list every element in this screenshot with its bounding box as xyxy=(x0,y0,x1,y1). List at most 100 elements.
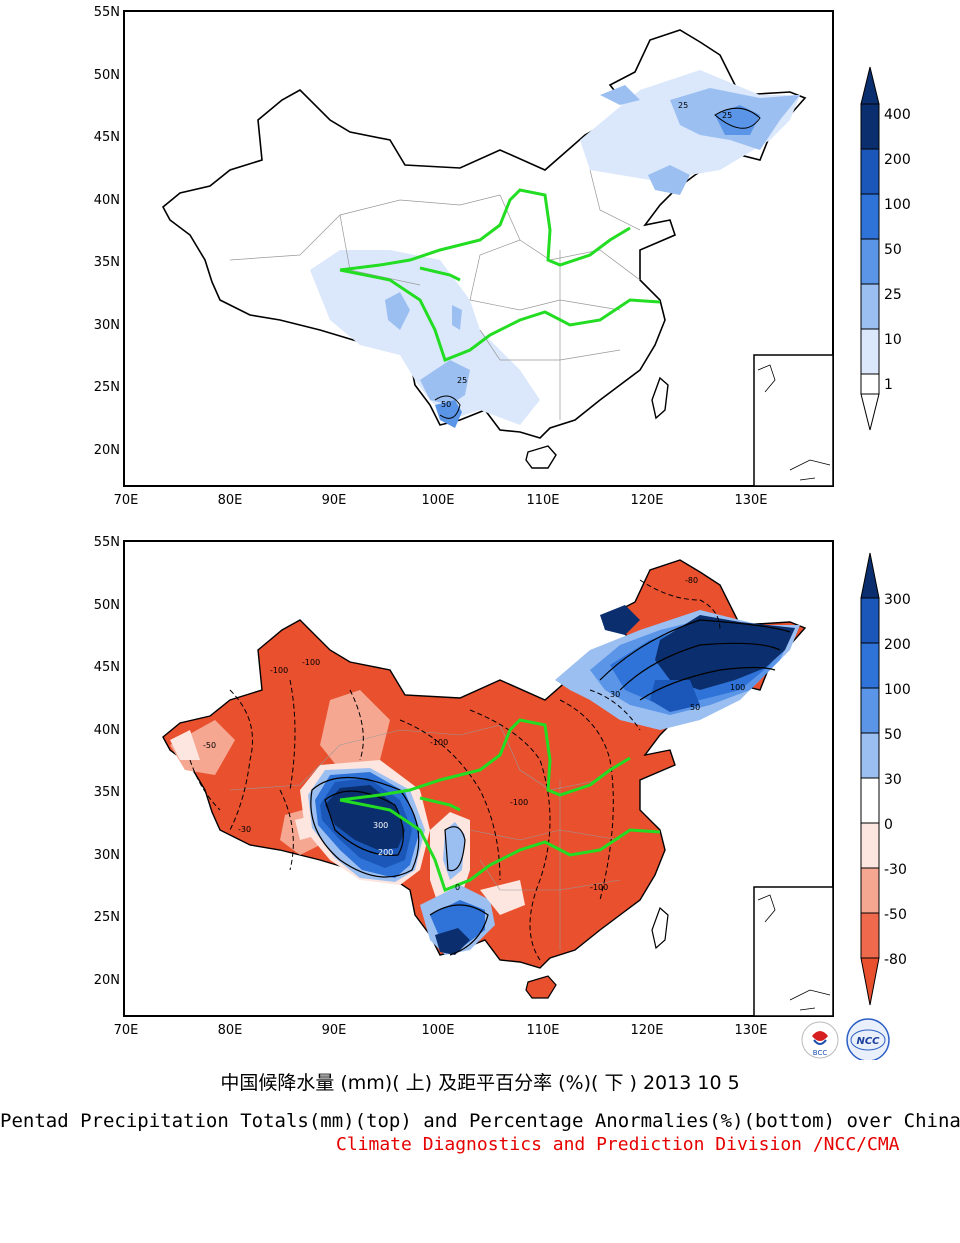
top-hainan xyxy=(525,445,557,469)
svg-text:110E: 110E xyxy=(526,1023,559,1038)
top-province-lines xyxy=(229,169,641,420)
svg-text:20N: 20N xyxy=(94,973,120,988)
svg-text:35N: 35N xyxy=(94,255,120,270)
svg-text:-80: -80 xyxy=(884,952,907,968)
svg-text:30: 30 xyxy=(610,690,620,699)
svg-text:25: 25 xyxy=(884,287,902,303)
svg-text:BCC: BCC xyxy=(813,1049,828,1057)
bottom-rivers xyxy=(339,718,661,892)
bottom-south-china-sea-inset xyxy=(753,886,833,1016)
svg-text:25N: 25N xyxy=(94,910,120,925)
svg-text:70E: 70E xyxy=(114,493,139,508)
bottom-colorbar-top-arrow xyxy=(860,552,880,599)
svg-text:-100: -100 xyxy=(510,798,528,807)
svg-text:100: 100 xyxy=(884,682,911,698)
bottom-positive-contours xyxy=(310,619,791,956)
svg-text:0: 0 xyxy=(884,817,893,833)
svg-text:45N: 45N xyxy=(94,660,120,675)
english-caption: Pentad Precipitation Totals(mm)(top) and… xyxy=(0,1110,960,1132)
top-colorbar xyxy=(860,66,880,431)
svg-text:80E: 80E xyxy=(218,1023,243,1038)
svg-text:120E: 120E xyxy=(630,1023,663,1038)
bottom-lon-labels: 70E 80E 90E 100E 110E 120E 130E xyxy=(114,1023,768,1038)
top-precipitation-map: 25 25 25 50 55N 50N 45N 40N 35N 30N 25N … xyxy=(94,5,911,508)
top-contour-label: 50 xyxy=(441,400,451,409)
bottom-lat-labels: 55N 50N 45N 40N 35N 30N 25N 20N xyxy=(94,535,120,988)
bottom-hainan xyxy=(525,975,557,999)
chinese-caption: 中国候降水量 (mm)( 上) 及距平百分率 (%)( 下 ) 2013 10 … xyxy=(220,1072,740,1094)
svg-text:0: 0 xyxy=(455,883,460,892)
svg-text:55N: 55N xyxy=(94,5,120,20)
svg-text:50: 50 xyxy=(884,242,902,258)
bottom-negative-contours xyxy=(189,579,721,961)
svg-text:50: 50 xyxy=(690,703,700,712)
bcc-logo: BCC xyxy=(801,1021,839,1059)
bottom-anomaly-map: -100 -100 -100 -100 -100 -80 -50 -30 300… xyxy=(94,535,911,1060)
top-colorbar-labels: 400 200 100 50 25 10 1 xyxy=(884,107,911,393)
svg-text:200: 200 xyxy=(378,848,393,857)
svg-text:-30: -30 xyxy=(884,862,907,878)
svg-text:1: 1 xyxy=(884,377,893,393)
svg-text:120E: 120E xyxy=(630,493,663,508)
bottom-colorbar-bottom-arrow xyxy=(860,957,880,1006)
svg-text:-30: -30 xyxy=(238,825,251,834)
top-colorbar-bottom-arrow xyxy=(860,393,880,431)
svg-text:-100: -100 xyxy=(590,883,608,892)
svg-text:50N: 50N xyxy=(94,598,120,613)
svg-text:70E: 70E xyxy=(114,1023,139,1038)
ncc-logo: NCC xyxy=(846,1018,890,1060)
svg-text:-100: -100 xyxy=(430,738,448,747)
svg-text:300: 300 xyxy=(373,821,388,830)
svg-text:55N: 55N xyxy=(94,535,120,550)
top-rivers xyxy=(339,188,661,362)
svg-text:30: 30 xyxy=(884,772,902,788)
division-caption: Climate Diagnostics and Prediction Divis… xyxy=(336,1134,900,1155)
top-lat-labels: 55N 50N 45N 40N 35N 30N 25N 20N xyxy=(94,5,120,458)
bottom-colorbar xyxy=(860,552,880,1006)
bottom-contour-labels: -100 -100 -100 -100 -100 -80 -50 -30 300… xyxy=(203,576,745,892)
svg-text:200: 200 xyxy=(884,152,911,168)
top-lon-labels: 70E 80E 90E 100E 110E 120E 130E xyxy=(114,493,768,508)
svg-text:90E: 90E xyxy=(322,493,347,508)
top-colorbar-top-arrow xyxy=(860,66,880,105)
svg-text:30N: 30N xyxy=(94,848,120,863)
svg-text:200: 200 xyxy=(884,637,911,653)
svg-text:300: 300 xyxy=(884,592,911,608)
top-south-china-sea-inset xyxy=(753,354,833,486)
top-contour-label: 25 xyxy=(457,376,467,385)
svg-text:35N: 35N xyxy=(94,785,120,800)
svg-text:90E: 90E xyxy=(322,1023,347,1038)
bottom-taiwan xyxy=(651,906,669,950)
svg-text:100E: 100E xyxy=(421,1023,454,1038)
svg-text:-80: -80 xyxy=(685,576,698,585)
svg-text:130E: 130E xyxy=(734,493,767,508)
svg-text:25N: 25N xyxy=(94,380,120,395)
svg-text:-50: -50 xyxy=(203,741,216,750)
svg-text:40N: 40N xyxy=(94,723,120,738)
svg-text:-100: -100 xyxy=(270,666,288,675)
svg-text:10: 10 xyxy=(884,332,902,348)
bottom-inset-coast xyxy=(757,894,831,1011)
svg-text:50: 50 xyxy=(884,727,902,743)
svg-text:100: 100 xyxy=(884,197,911,213)
svg-text:40N: 40N xyxy=(94,193,120,208)
svg-text:50N: 50N xyxy=(94,68,120,83)
svg-text:110E: 110E xyxy=(526,493,559,508)
svg-text:100: 100 xyxy=(730,683,745,692)
bottom-colorbar-labels: 300 200 100 50 30 0 -30 -50 -80 xyxy=(884,592,911,968)
svg-text:NCC: NCC xyxy=(856,1036,880,1047)
svg-text:80E: 80E xyxy=(218,493,243,508)
svg-text:20N: 20N xyxy=(94,443,120,458)
top-shading xyxy=(310,70,800,428)
top-contours xyxy=(434,107,761,419)
svg-text:-50: -50 xyxy=(884,907,907,923)
svg-text:-100: -100 xyxy=(302,658,320,667)
top-inset-coast xyxy=(757,364,831,481)
top-contour-label: 25 xyxy=(722,111,732,120)
bottom-province-lines xyxy=(229,724,621,950)
svg-text:45N: 45N xyxy=(94,130,120,145)
svg-text:30N: 30N xyxy=(94,318,120,333)
svg-text:100E: 100E xyxy=(421,493,454,508)
top-contour-label: 25 xyxy=(678,101,688,110)
svg-text:130E: 130E xyxy=(734,1023,767,1038)
